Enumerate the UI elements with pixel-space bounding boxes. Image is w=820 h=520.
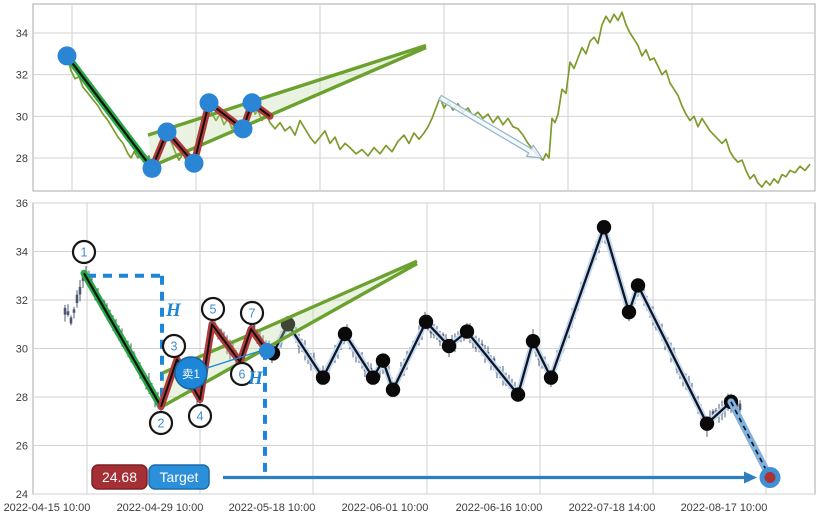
- projection-arrow: [437, 94, 544, 159]
- pattern-number-label: 5: [210, 302, 217, 316]
- pattern-number-label: 2: [158, 416, 165, 430]
- pivot-dot: [621, 304, 637, 320]
- target-arrowhead: [744, 471, 757, 484]
- pivot-dot: [596, 220, 612, 235]
- y-axis-tick: 36: [16, 198, 28, 210]
- pattern-point-marker: [233, 119, 253, 139]
- pattern-number-circle[interactable]: [148, 410, 174, 436]
- pivot-dot: [630, 278, 646, 293]
- pattern-point-marker: [57, 46, 77, 66]
- pattern-point-marker: [242, 93, 262, 113]
- pivot-dot: [525, 334, 541, 349]
- y-axis-tick: 28: [16, 392, 28, 404]
- pattern-number-label: 7: [249, 306, 256, 320]
- pattern-number-label: 6: [239, 367, 246, 381]
- price-badge-label: 24.68: [102, 469, 137, 485]
- pattern-number-circle[interactable]: [161, 333, 187, 359]
- x-axis-tick: 2022-04-15 10:00: [4, 502, 91, 514]
- pattern-number-label: 3: [171, 339, 178, 353]
- pattern-number-circle[interactable]: [71, 239, 97, 265]
- pivot-dot: [699, 416, 715, 431]
- y-axis-tick: 26: [16, 441, 28, 453]
- h-measure-label-1: H: [165, 300, 182, 321]
- y-axis-tick: 30: [16, 344, 28, 356]
- pattern-number-circle[interactable]: [229, 361, 255, 387]
- sell-pointer-line: [203, 348, 267, 370]
- pattern-point-marker: [184, 153, 204, 173]
- pivot-dot: [337, 326, 353, 342]
- target-badge-label: Target: [160, 469, 199, 485]
- pattern-number-circle[interactable]: [187, 403, 213, 429]
- pivot-dot: [375, 353, 391, 368]
- target-badge[interactable]: [148, 464, 210, 490]
- y-axis-tick: 24: [16, 489, 28, 501]
- sell-signal-label: 卖1: [182, 368, 200, 381]
- pivot-dot: [543, 370, 559, 385]
- annotation-layer: H H 卖1 24.68 Target: [91, 300, 264, 490]
- final-leg: [727, 398, 774, 482]
- h-measure-label-2: H: [247, 368, 264, 389]
- x-axis-tick: 2022-05-18 10:00: [229, 502, 316, 514]
- sell-signal-badge[interactable]: [174, 356, 208, 390]
- x-axis-tick: 2022-07-18 14:00: [569, 502, 656, 514]
- pivot-dot: [418, 314, 434, 330]
- y-axis-tick: 32: [16, 70, 28, 82]
- y-axis-tick: 30: [16, 111, 28, 123]
- pivot-dot: [315, 370, 331, 385]
- pivot-dot: [385, 382, 401, 397]
- pattern-point-marker: [157, 122, 177, 142]
- target-point-inner: [764, 472, 776, 484]
- impulse-core: [66, 55, 153, 170]
- pattern-number-label: 1: [81, 245, 88, 259]
- pattern-point-marker: [199, 93, 219, 113]
- y-axis-tick: 32: [16, 295, 28, 307]
- price-badge[interactable]: [91, 464, 148, 490]
- pivot-dot: [365, 370, 381, 385]
- pivot-dot: [510, 387, 526, 402]
- y-axis-tick: 34: [16, 28, 28, 40]
- x-axis-tick: 2022-06-16 10:00: [456, 502, 543, 514]
- pivot-dot: [459, 324, 475, 339]
- pattern-number-label: 4: [197, 409, 204, 423]
- pattern-end-marker: [259, 342, 275, 359]
- wedge-upper-trendline: [147, 43, 427, 137]
- impulse-core: [83, 272, 162, 408]
- pattern-zigzag-core: [160, 323, 268, 408]
- pivot-dot: [441, 338, 457, 354]
- top-panel[interactable]: 34 32 30 28: [16, 3, 816, 192]
- y-axis-tick: 34: [16, 247, 28, 259]
- x-axis-tick: 2022-06-01 10:00: [342, 502, 429, 514]
- x-axis-tick: 2022-08-17 10:00: [681, 502, 768, 514]
- x-axis-tick: 2022-04-29 10:00: [117, 502, 204, 514]
- y-axis-tick: 28: [16, 153, 28, 165]
- pattern-number-circle[interactable]: [239, 300, 265, 326]
- pattern-number-circle[interactable]: [200, 296, 226, 322]
- pattern-point-marker: [142, 158, 162, 178]
